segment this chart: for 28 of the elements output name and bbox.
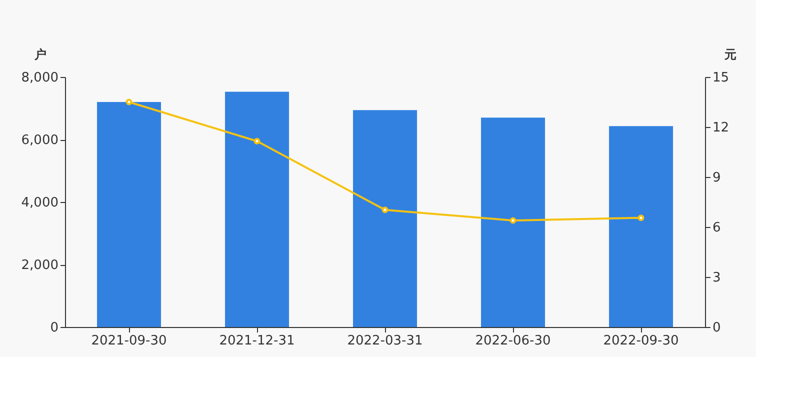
point — [254, 138, 260, 144]
y-tick-label: 2,000 — [21, 258, 58, 273]
y2-tick-label: 0 — [712, 320, 721, 336]
point — [510, 217, 516, 224]
y-tick-label: 8,000 — [21, 70, 58, 86]
y2-tick-label: 6 — [712, 220, 721, 236]
x-tick-label: 2022-03-31 — [347, 334, 423, 348]
y2-tick-label: 12 — [712, 120, 730, 136]
x-tick-label: 2021-12-31 — [219, 334, 295, 348]
bar — [225, 92, 289, 327]
y-tick-label: 0 — [50, 320, 58, 336]
bar — [353, 110, 417, 327]
y2-tick-label: 3 — [712, 270, 721, 286]
y2-tick-label: 15 — [712, 70, 730, 86]
y2-axis-title: 元 — [724, 48, 736, 62]
x-tick-label: 2022-06-30 — [475, 334, 551, 348]
point — [126, 98, 132, 106]
y-axis-title: 户 — [34, 48, 46, 62]
y-tick-label: 4,000 — [21, 196, 58, 210]
y-tick-label: 6,000 — [21, 133, 58, 148]
point — [382, 206, 388, 214]
bar — [609, 126, 673, 327]
bar — [97, 102, 161, 327]
point — [638, 214, 644, 222]
x-tick-label: 2022-09-30 — [603, 334, 679, 348]
y2-tick-label: 9 — [712, 170, 721, 186]
bar — [481, 118, 545, 327]
x-tick-label: 2021-09-30 — [91, 334, 167, 348]
